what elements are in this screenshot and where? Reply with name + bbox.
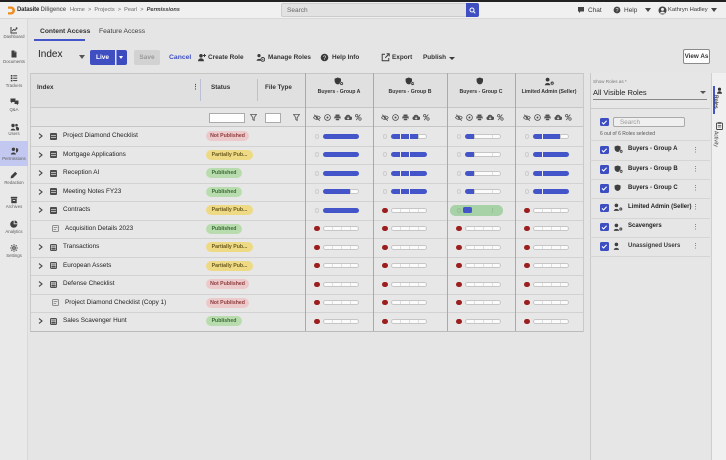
svg-text:?: ? — [615, 8, 618, 14]
svg-text:?: ? — [323, 56, 327, 62]
